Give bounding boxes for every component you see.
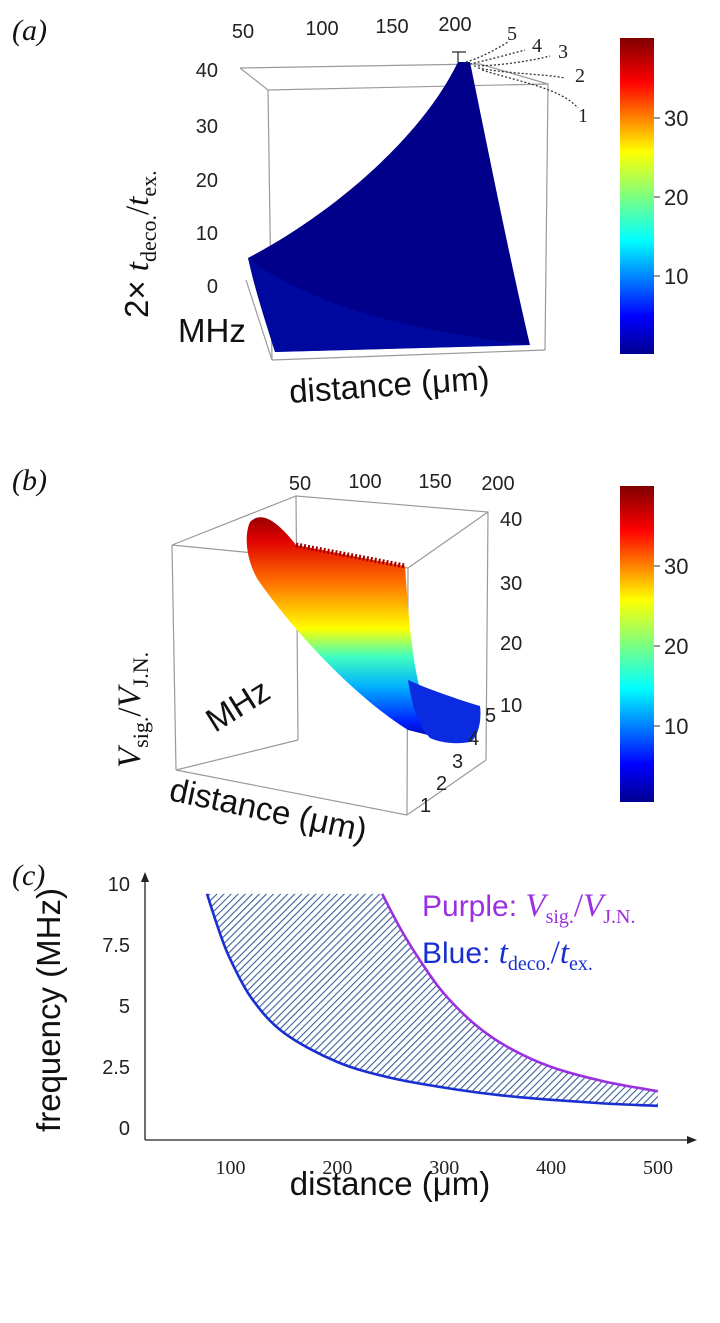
- panel-c-x-tick-label: 300: [429, 1157, 459, 1179]
- panel-c-legend-blue: Blue: tdeco./tex.: [422, 935, 593, 975]
- panel-a-y-tick-label: 3: [558, 41, 568, 63]
- panel-b-y-tick-label: 4: [468, 728, 479, 750]
- panel-b-z-tick-label: 20: [500, 633, 522, 655]
- panel-b-z-tick-label: 10: [500, 695, 522, 717]
- panel-a-frame-back: [239, 63, 549, 351]
- panel-a-frame-edge: [239, 67, 269, 91]
- panel-a-z-tick-label: 10: [196, 223, 218, 245]
- panel-b-y-tick-label: 1: [420, 795, 431, 817]
- panel-c-legend-purple: Purple: Vsig./VJ.N.: [422, 888, 635, 928]
- panel-c-area-chart: (c) 100 200 300 400 500 0 2.5 5 7.5 10 distance …: [12, 859, 697, 1202]
- panel-c-y-axis-arrow: [141, 872, 149, 882]
- panel-a-colorbar: [620, 38, 654, 354]
- panel-a-frame-edge-4: [245, 279, 273, 361]
- panel-a-z-tick-label: 0: [207, 276, 218, 298]
- panel-a-surface-plot: (a) 50 100 150 200 5 4 3 2 1 40 30 20 1: [12, 14, 688, 410]
- panel-a-surface: [248, 62, 530, 352]
- panel-c-blue-curve: [205, 893, 658, 1108]
- panel-a-y-tick-label: 1: [578, 105, 588, 127]
- panel-a-x-axis-label: distance (μm): [288, 359, 491, 410]
- panel-a-y-tick-label: 2: [575, 65, 585, 87]
- panel-a-x-tick-label: 150: [375, 16, 408, 38]
- panel-b-z-axis-label: Vsig./VJ.N.: [112, 652, 153, 768]
- panel-a-z-tick-label: 30: [196, 116, 218, 138]
- panel-b-z-tick-label: 40: [500, 509, 522, 531]
- panel-b-surface-plot: (b) 50 100 150 200 40 30 20 10 5 4 3 2 1…: [12, 464, 688, 849]
- panel-b-x-axis-label: distance (μm): [167, 771, 371, 849]
- panel-b-label: (b): [12, 464, 47, 497]
- panel-b-frame-back: [171, 495, 489, 761]
- panel-c-x-axis-label: distance (μm): [290, 1165, 491, 1202]
- panel-a-x-tick-label: 200: [438, 14, 471, 36]
- panel-b-y-tick-label: 5: [485, 705, 496, 727]
- panel-b-frame-edge-6: [175, 769, 408, 816]
- panel-b-y-axis-label: MHz: [199, 672, 276, 739]
- panel-a-leader-4: [469, 49, 526, 65]
- panel-b-x-tick-label: 50: [289, 473, 311, 495]
- panel-a-z-axis-label: 2× tdeco./tex.: [118, 170, 161, 318]
- panel-c-y-tick-label: 5: [119, 996, 130, 1018]
- panel-b-x-tick-label: 150: [418, 471, 451, 493]
- panel-b-colorbar: [620, 486, 654, 802]
- panel-b-surface-ridge: [295, 542, 406, 569]
- panel-a-surface-front: [248, 258, 530, 352]
- panel-a-leader-5: [465, 41, 509, 63]
- panel-b-colorbar-label: 10: [664, 714, 688, 739]
- panel-c-hatched-region: [207, 893, 658, 1106]
- panel-c-y-axis-label: frequency (MHz): [30, 888, 67, 1132]
- panel-a-frame-edge-5: [271, 349, 546, 361]
- panel-a-frame-edge-2: [267, 83, 549, 91]
- panel-a-colorbar-label: 10: [664, 264, 688, 289]
- panel-c-x-tick-label: 400: [536, 1157, 566, 1179]
- panel-a-leader-2: [477, 67, 566, 79]
- panel-c-y-tick-label: 10: [108, 874, 130, 896]
- panel-b-frame-edge-3: [407, 511, 489, 569]
- panel-c-y-tick-label: 2.5: [102, 1057, 130, 1079]
- panel-b-surface: [246, 517, 440, 738]
- panel-a-colorbar-label: 20: [664, 185, 688, 210]
- panel-b-frame-edge-5: [171, 544, 177, 771]
- panel-b-frame-edge-8: [175, 739, 299, 771]
- panel-b-x-tick-label: 200: [481, 473, 514, 495]
- panel-b-y-tick-label: 3: [452, 751, 463, 773]
- panel-a-leader-1: [481, 69, 579, 109]
- panel-a-x-tick-label: 50: [232, 21, 254, 43]
- panel-c-y-tick-label: 0: [119, 1118, 130, 1140]
- panel-b-y-tick-label: 2: [436, 773, 447, 795]
- panel-a-label: (a): [12, 14, 47, 47]
- panel-b-surface-tail: [408, 680, 481, 744]
- panel-b-frame-edge-7: [406, 759, 487, 816]
- panel-a-y-axis-label: MHz: [178, 312, 246, 349]
- panel-a-y-tick-label: 5: [507, 23, 517, 45]
- panel-b-colorbar-label: 20: [664, 634, 688, 659]
- panel-c-x-tick-label: 500: [643, 1157, 673, 1179]
- panel-a-y-tick-label: 4: [532, 35, 542, 57]
- panel-a-z-tick-label: 20: [196, 170, 218, 192]
- panel-b-colorbar-label: 30: [664, 554, 688, 579]
- panel-a-colorbar-label: 30: [664, 106, 688, 131]
- panel-c-label: (c): [12, 859, 45, 892]
- panel-a-x-tick-label: 100: [305, 18, 338, 40]
- panel-a-z-tick-label: 40: [196, 60, 218, 82]
- panel-b-x-tick-label: 100: [348, 471, 381, 493]
- panel-c-purple-curve: [381, 893, 659, 1093]
- panel-c-y-tick-label: 7.5: [102, 935, 130, 957]
- panel-b-z-tick-label: 30: [500, 573, 522, 595]
- panel-c-x-tick-label: 200: [322, 1157, 352, 1179]
- panel-c-x-tick-label: 100: [215, 1157, 245, 1179]
- panel-a-leader-3: [473, 55, 551, 67]
- panel-c-x-axis-arrow: [687, 1136, 697, 1144]
